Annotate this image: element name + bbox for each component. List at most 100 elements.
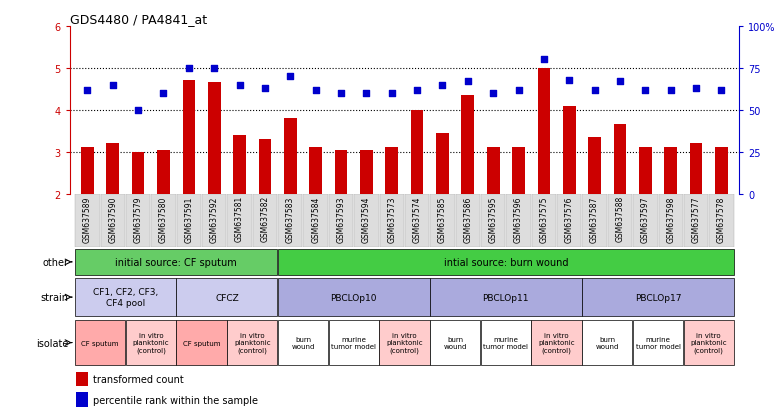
Text: percentile rank within the sample: percentile rank within the sample <box>93 395 258 405</box>
Bar <box>310 148 322 194</box>
Bar <box>278 194 303 248</box>
Bar <box>633 194 657 248</box>
Bar <box>456 194 480 248</box>
Text: GSM637582: GSM637582 <box>260 196 269 242</box>
Bar <box>715 148 728 194</box>
Point <box>588 87 601 94</box>
Bar <box>582 320 632 366</box>
Bar <box>132 152 145 194</box>
Bar <box>659 194 683 248</box>
Bar <box>176 194 201 248</box>
Point <box>487 90 499 97</box>
Bar <box>284 119 296 194</box>
Text: GSM637593: GSM637593 <box>337 196 345 242</box>
Point <box>437 82 449 89</box>
Bar <box>233 135 246 194</box>
Bar <box>436 133 449 194</box>
Point <box>208 65 221 72</box>
Point <box>107 82 119 89</box>
Bar <box>405 194 430 248</box>
Bar <box>614 125 626 194</box>
Bar <box>506 194 531 248</box>
Text: burn
wound: burn wound <box>291 336 315 349</box>
Bar <box>334 150 348 194</box>
Bar <box>481 320 531 366</box>
Bar <box>481 194 505 248</box>
Bar <box>303 194 328 248</box>
Text: GSM637594: GSM637594 <box>362 196 371 242</box>
Text: GSM637588: GSM637588 <box>615 196 625 242</box>
Bar <box>77 372 88 386</box>
Bar <box>126 194 150 248</box>
Text: CFCZ: CFCZ <box>215 293 238 302</box>
Bar <box>278 278 430 316</box>
Bar <box>253 194 277 248</box>
Bar <box>379 194 404 248</box>
Point <box>385 90 398 97</box>
Text: in vitro
planktonic
(control): in vitro planktonic (control) <box>132 332 170 353</box>
Bar <box>152 194 176 248</box>
Text: GSM637583: GSM637583 <box>286 196 295 242</box>
Bar <box>176 320 227 366</box>
Text: transformed count: transformed count <box>93 374 184 384</box>
Bar <box>557 194 581 248</box>
Text: GSM637597: GSM637597 <box>641 196 650 242</box>
Text: GSM637587: GSM637587 <box>590 196 599 242</box>
Point <box>512 87 525 94</box>
Bar <box>379 320 430 366</box>
Text: GSM637573: GSM637573 <box>387 196 396 242</box>
Point <box>259 85 271 92</box>
Bar <box>430 278 582 316</box>
Point <box>461 79 474 85</box>
Bar <box>683 320 734 366</box>
Bar <box>208 83 221 194</box>
Point <box>234 82 246 89</box>
Bar <box>690 144 702 194</box>
Bar <box>81 148 94 194</box>
Bar <box>77 392 88 407</box>
Point <box>538 57 550 64</box>
Bar <box>512 148 525 194</box>
Bar <box>176 278 277 316</box>
Bar <box>664 148 677 194</box>
Text: PBCLOp10: PBCLOp10 <box>330 293 377 302</box>
Text: burn
wound: burn wound <box>444 336 467 349</box>
Text: murine
tumor model: murine tumor model <box>635 336 680 349</box>
Point <box>335 90 348 97</box>
Bar <box>563 106 576 194</box>
Text: murine
tumor model: murine tumor model <box>331 336 376 349</box>
Bar <box>385 148 398 194</box>
Bar <box>684 194 708 248</box>
Bar <box>487 148 499 194</box>
Bar <box>227 320 277 366</box>
Bar <box>461 96 474 194</box>
Text: other: other <box>43 257 68 267</box>
Bar <box>430 320 480 366</box>
Text: GSM637598: GSM637598 <box>666 196 675 242</box>
Point <box>81 87 94 94</box>
Text: GDS4480 / PA4841_at: GDS4480 / PA4841_at <box>70 13 207 26</box>
Bar <box>608 194 632 248</box>
Text: initial source: CF sputum: initial source: CF sputum <box>115 257 237 267</box>
Bar <box>101 194 125 248</box>
Bar <box>125 320 176 366</box>
Text: in vitro
planktonic
(control): in vitro planktonic (control) <box>538 332 575 353</box>
Bar <box>538 69 550 194</box>
Bar <box>75 194 100 248</box>
Text: GSM637581: GSM637581 <box>235 196 244 242</box>
Bar <box>588 138 601 194</box>
Text: CF sputum: CF sputum <box>183 340 221 346</box>
Text: GSM637595: GSM637595 <box>488 196 498 242</box>
Bar <box>75 249 277 275</box>
Text: GSM637586: GSM637586 <box>464 196 472 242</box>
Point <box>614 79 626 85</box>
Bar <box>278 249 734 275</box>
Bar <box>582 278 734 316</box>
Text: in vitro
planktonic
(control): in vitro planktonic (control) <box>386 332 423 353</box>
Text: strain: strain <box>40 292 68 302</box>
Text: intial source: burn wound: intial source: burn wound <box>444 257 568 267</box>
Bar <box>278 320 328 366</box>
Text: CF sputum: CF sputum <box>81 340 119 346</box>
Text: GSM637575: GSM637575 <box>539 196 549 242</box>
Point <box>132 107 144 114</box>
